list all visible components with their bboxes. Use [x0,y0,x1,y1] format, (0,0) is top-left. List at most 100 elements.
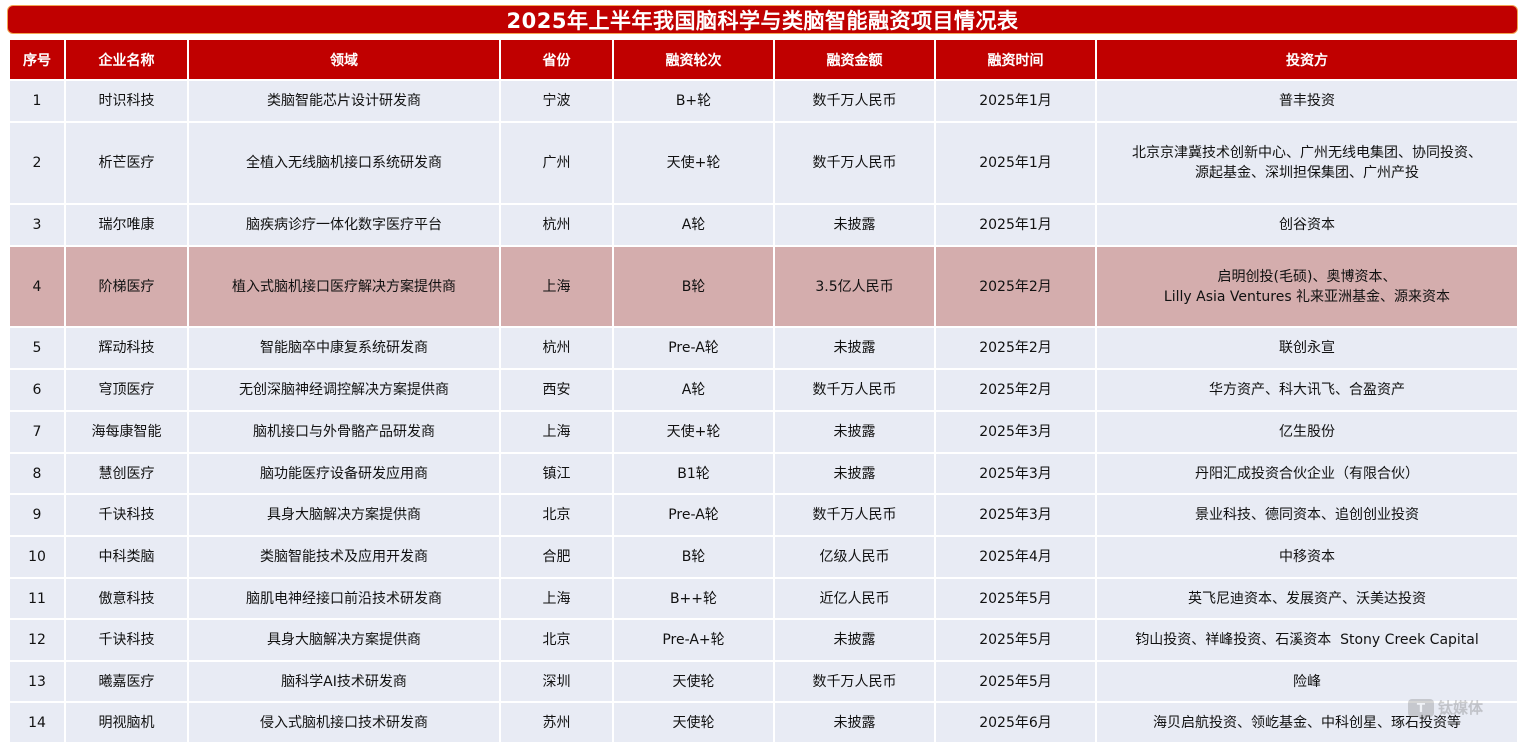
cell-province: 北京 [499,493,614,537]
cell-company: 析芒医疗 [64,121,189,205]
cell-date: 2025年5月 [934,618,1097,662]
cell-province: 苏州 [499,701,614,744]
cell-field: 脑疾病诊疗一体化数字医疗平台 [187,203,501,247]
cell-amount: 数千万人民币 [773,660,936,703]
table-row: 10 中科类脑 类脑智能技术及应用开发商 合肥 B轮 亿级人民币 2025年4月 中移资本 [8,535,1519,579]
cell-province: 深圳 [499,660,614,703]
cell-company: 傲意科技 [64,577,189,620]
cell-no: 1 [8,79,66,123]
header-date: 融资时间 [934,38,1097,81]
table-row: 7 海每康智能 脑机接口与外骨骼产品研发商 上海 天使+轮 未披露 2025年3月 亿生股份 [8,410,1519,454]
header-province: 省份 [499,38,614,81]
investor-line: 普丰投资 [1279,93,1335,109]
cell-no: 4 [8,245,66,328]
cell-date: 2025年3月 [934,410,1097,454]
cell-round: B轮 [612,535,775,579]
cell-province: 西安 [499,368,614,412]
table-row: 2 析芒医疗 全植入无线脑机接口系统研发商 广州 天使+轮 数千万人民币 2025年1月 北京… [8,121,1519,205]
cell-round: Pre-A轮 [612,326,775,370]
table-row: 11 傲意科技 脑肌电神经接口前沿技术研发商 上海 B++轮 近亿人民币 2025年5月 英飞… [8,577,1519,620]
cell-amount: 数千万人民币 [773,79,936,123]
cell-field: 全植入无线脑机接口系统研发商 [187,121,501,205]
cell-investors: 普丰投资 [1095,79,1519,123]
investor-line: Lilly Asia Ventures 礼来亚洲基金、源来资本 [1163,288,1451,305]
investor-line: 北京京津冀技术创新中心、广州无线电集团、协同投资、 [1132,145,1482,161]
cell-no: 2 [8,121,66,205]
cell-date: 2025年2月 [934,245,1097,328]
cell-province: 杭州 [499,326,614,370]
cell-field: 脑肌电神经接口前沿技术研发商 [187,577,501,620]
cell-date: 2025年1月 [934,121,1097,205]
table-row: 1 时识科技 类脑智能芯片设计研发商 宁波 B+轮 数千万人民币 2025年1月 普丰投资 [8,79,1519,123]
investor-line: 亿生股份 [1279,424,1335,440]
header-field: 领域 [187,38,501,81]
cell-company: 千诀科技 [64,618,189,662]
cell-investors: 启明创投(毛硕)、奥博资本、 Lilly Asia Ventures 礼来亚洲基金… [1095,245,1519,328]
cell-investors: 亿生股份 [1095,410,1519,454]
cell-round: B轮 [612,245,775,328]
cell-no: 7 [8,410,66,454]
table-row: 5 辉动科技 智能脑卒中康复系统研发商 杭州 Pre-A轮 未披露 2025年2月 联创永宣 [8,326,1519,370]
cell-no: 3 [8,203,66,247]
cell-round: 天使+轮 [612,121,775,205]
cell-amount: 未披露 [773,452,936,495]
cell-company: 千诀科技 [64,493,189,537]
cell-province: 上海 [499,410,614,454]
cell-investors: 华方资产、科大讯飞、合盈资产 [1095,368,1519,412]
cell-company: 时识科技 [64,79,189,123]
cell-investors: 景业科技、德同资本、追创创业投资 [1095,493,1519,537]
investor-line: 创谷资本 [1279,217,1335,233]
investor-line: 海贝启航投资、领屹基金、中科创星、琢石投资等 [1153,714,1461,731]
cell-round: 天使+轮 [612,410,775,454]
cell-field: 智能脑卒中康复系统研发商 [187,326,501,370]
cell-field: 类脑智能芯片设计研发商 [187,79,501,123]
cell-amount: 未披露 [773,701,936,744]
header-investors: 投资方 [1095,38,1519,81]
cell-company: 曦嘉医疗 [64,660,189,703]
cell-province: 上海 [499,245,614,328]
cell-round: 天使轮 [612,701,775,744]
cell-field: 植入式脑机接口医疗解决方案提供商 [187,245,501,328]
cell-date: 2025年1月 [934,79,1097,123]
cell-date: 2025年6月 [934,701,1097,744]
cell-province: 上海 [499,577,614,620]
cell-amount: 近亿人民币 [773,577,936,620]
cell-no: 6 [8,368,66,412]
cell-no: 13 [8,660,66,703]
cell-date: 2025年4月 [934,535,1097,579]
cell-date: 2025年1月 [934,203,1097,247]
header-no: 序号 [8,38,66,81]
cell-investors: 险峰 [1095,660,1519,703]
cell-no: 12 [8,618,66,662]
investor-line: 源起基金、深圳担保集团、广州产投 [1195,165,1419,181]
cell-round: Pre-A+轮 [612,618,775,662]
cell-investors: 北京京津冀技术创新中心、广州无线电集团、协同投资、 源起基金、深圳担保集团、广州产… [1095,121,1519,205]
cell-no: 5 [8,326,66,370]
header-amount: 融资金额 [773,38,936,81]
table-row: 3 瑞尔唯康 脑疾病诊疗一体化数字医疗平台 杭州 A轮 未披露 2025年1月 创谷资本 [8,203,1519,247]
cell-company: 辉动科技 [64,326,189,370]
cell-investors: 联创永宣 [1095,326,1519,370]
cell-date: 2025年5月 [934,660,1097,703]
cell-round: B+轮 [612,79,775,123]
cell-province: 合肥 [499,535,614,579]
cell-field: 侵入式脑机接口技术研发商 [187,701,501,744]
cell-amount: 未披露 [773,326,936,370]
cell-field: 具身大脑解决方案提供商 [187,618,501,662]
cell-field: 类脑智能技术及应用开发商 [187,535,501,579]
financing-table: 序号 企业名称 领域 省份 融资轮次 融资金额 融资时间 投资方 1 时识科技 类脑… [8,38,1519,744]
cell-province: 杭州 [499,203,614,247]
cell-field: 具身大脑解决方案提供商 [187,493,501,537]
cell-date: 2025年2月 [934,326,1097,370]
cell-round: B++轮 [612,577,775,620]
investor-line: 英飞尼迪资本、发展资产、沃美达投资 [1188,590,1426,607]
cell-company: 瑞尔唯康 [64,203,189,247]
header-row: 序号 企业名称 领域 省份 融资轮次 融资金额 融资时间 投资方 [8,38,1519,81]
investor-line: 联创永宣 [1279,340,1335,356]
cell-amount: 未披露 [773,618,936,662]
cell-no: 8 [8,452,66,495]
cell-field: 脑机接口与外骨骼产品研发商 [187,410,501,454]
cell-date: 2025年3月 [934,452,1097,495]
cell-round: 天使轮 [612,660,775,703]
cell-company: 海每康智能 [64,410,189,454]
